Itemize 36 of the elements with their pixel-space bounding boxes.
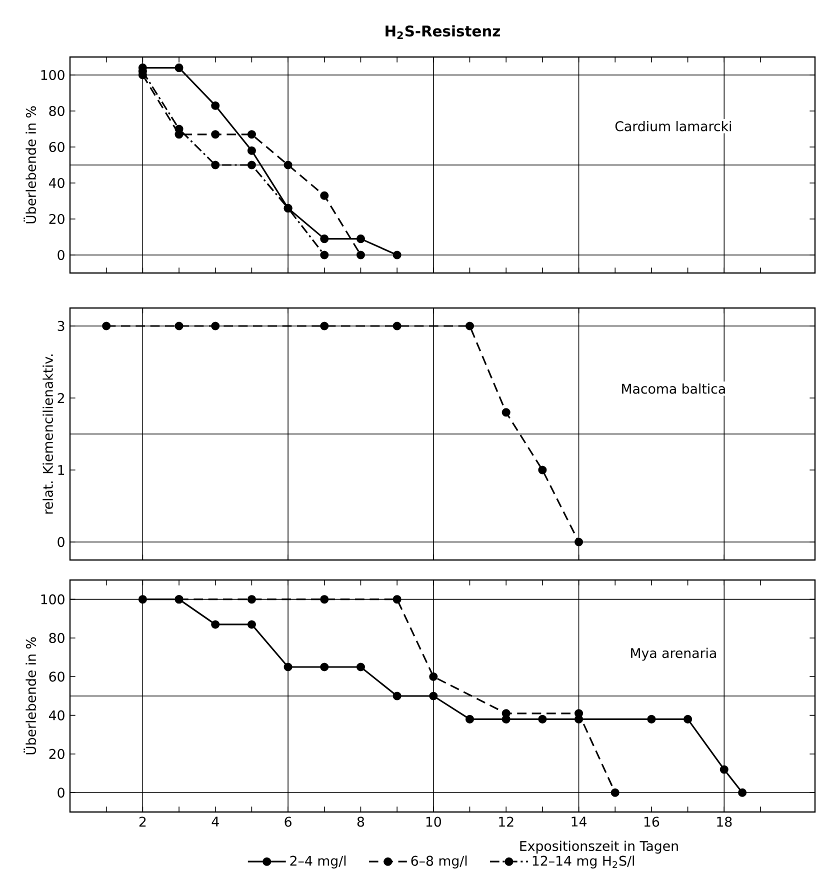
y-tick-label: 3 [58,320,64,332]
y-tick-label: 60 [49,142,64,152]
x-tick-label: 6 [284,816,292,827]
y-tick-label: 80 [49,106,64,116]
x-tick-label: 8 [357,816,364,827]
x-tick-label: 12 [499,816,514,827]
y-tick-label: 60 [49,672,64,682]
y-tick-label: 100 [41,594,64,604]
x-tick-label: 10 [426,816,442,827]
y-tick-label: 0 [58,536,64,548]
y-tick-label: 0 [58,250,64,260]
x-tick-label: 16 [644,816,660,827]
x-tick-label: 14 [572,816,587,826]
annotation: Cardium lamarcki [615,120,731,132]
y-tick-label: 80 [49,632,64,644]
legend-label: 6–8 mg/l [411,856,467,868]
annotation: Macoma baltica [622,383,725,394]
annotation: Mya arenaria [631,648,716,661]
y-tick-label: 20 [49,748,64,760]
y-tick-label: 1 [58,465,64,475]
y-axis-title: Überlebende in % [24,637,36,754]
legend-label: 12–14 mg H$_{2}$S/l [532,856,634,868]
y-tick-label: 0 [58,788,64,798]
chart-title: H$_{2}$S-Resistenz [386,25,500,39]
y-tick-label: 2 [58,393,64,403]
x-tick-label: 4 [212,816,219,826]
y-tick-label: 40 [48,710,64,720]
x-tick-label: 18 [717,816,732,827]
legend-label: 2–4 mg/l [290,856,346,868]
y-tick-label: 40 [48,178,64,188]
y-axis-title: relat. Kiemencilienaktiv. [42,354,53,514]
x-tick-label: 2 [139,816,146,827]
y-tick-label: 100 [41,70,64,80]
y-tick-label: 20 [49,214,64,224]
x-axis-title: Expositionszeit in Tagen [520,840,678,854]
y-axis-title: Überlebende in % [24,106,36,224]
